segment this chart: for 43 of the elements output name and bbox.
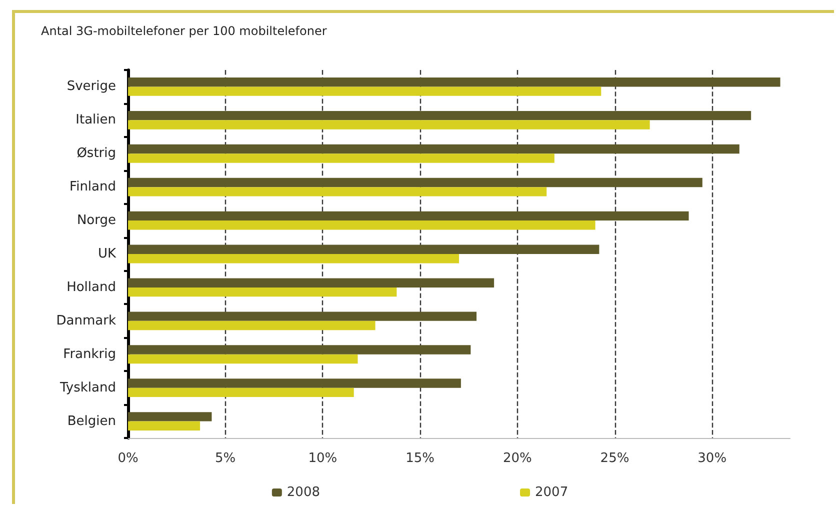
bar <box>128 110 752 120</box>
bar <box>128 120 650 130</box>
y-tick-label: Frankrig <box>63 346 116 362</box>
y-tick-label: Sverige <box>66 79 116 94</box>
bar <box>128 354 358 364</box>
bar <box>128 220 596 230</box>
bar <box>128 388 354 398</box>
y-tick-label: Finland <box>70 180 116 195</box>
bar <box>128 345 471 354</box>
legend-label: 2007 <box>535 485 568 500</box>
x-tick-label: 30% <box>698 451 727 466</box>
y-tick-label: Danmark <box>56 313 116 328</box>
y-tick-label: Tyskland <box>59 380 116 396</box>
bar <box>128 144 740 154</box>
x-tick-label: 20% <box>502 451 532 466</box>
x-tick-label: 5% <box>215 451 236 466</box>
bar <box>128 78 780 87</box>
y-tick-label: Italien <box>76 112 116 128</box>
x-tick-label: 15% <box>406 451 435 466</box>
bar <box>128 244 600 254</box>
x-tick-label: 25% <box>600 451 630 466</box>
y-tick-label: Norge <box>76 213 116 228</box>
bar <box>128 86 602 96</box>
y-tick-label: UK <box>98 246 116 262</box>
bar <box>128 320 376 330</box>
bar <box>128 287 397 297</box>
chart-title: Antal 3G-mobiltelefoner per 100 mobiltelefoner <box>41 24 327 38</box>
bar <box>128 154 554 163</box>
legend-label: 2008 <box>286 485 320 500</box>
bar <box>128 211 689 221</box>
bar <box>128 278 494 288</box>
bar <box>128 187 547 196</box>
bar <box>128 421 200 430</box>
x-tick-label: 10% <box>308 451 338 466</box>
y-tick-label: Holland <box>66 280 116 295</box>
y-tick-label: Østrig <box>76 146 116 162</box>
y-tick-label: Belgien <box>67 414 116 429</box>
bar <box>128 412 212 422</box>
bar <box>128 378 461 388</box>
x-tick-label: 0% <box>118 451 138 466</box>
bar <box>128 254 459 264</box>
bar <box>128 312 477 321</box>
bar <box>128 178 702 188</box>
